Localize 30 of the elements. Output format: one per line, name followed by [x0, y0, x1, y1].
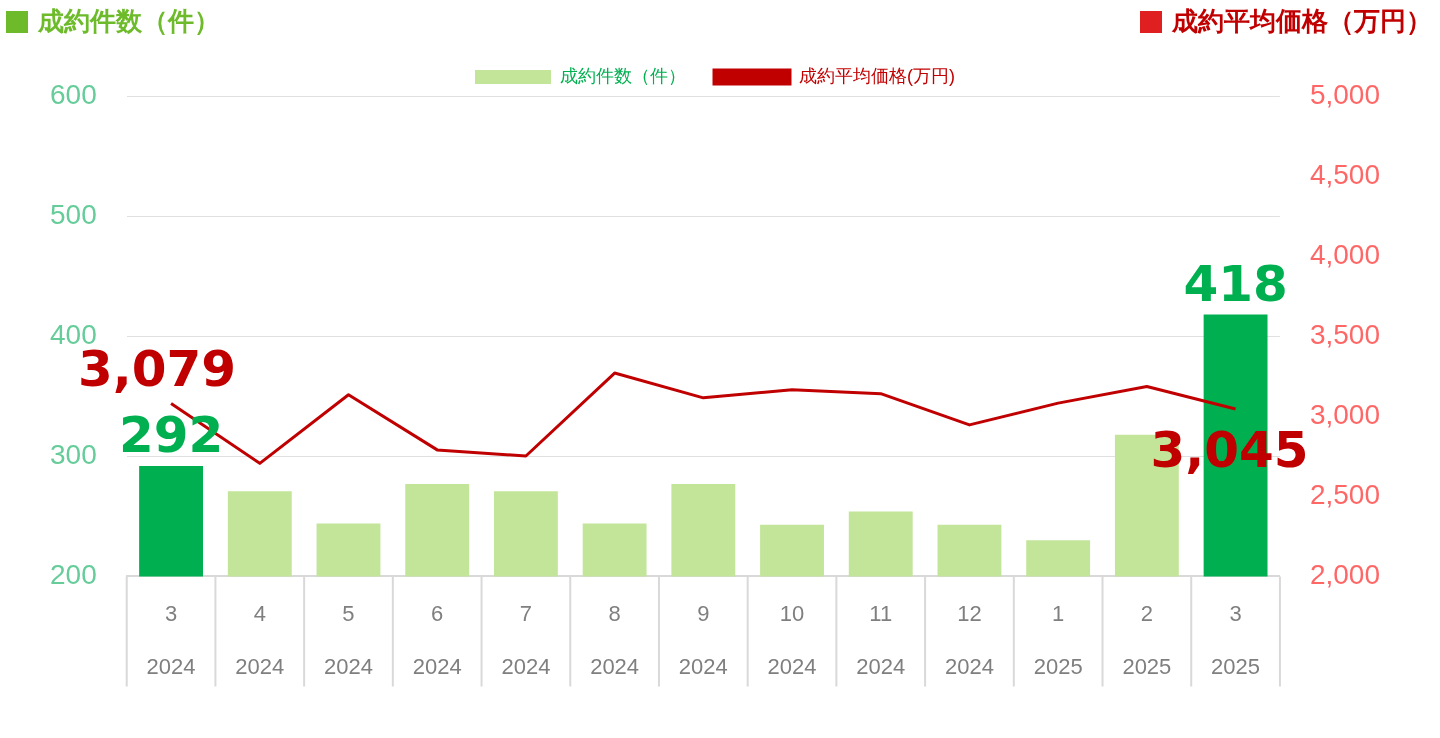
category-label: 1 2025 — [1033, 600, 1083, 679]
y2-axis-title: 成約平均価格（万円） — [1172, 5, 1432, 38]
y-tick-label: 600 — [50, 78, 97, 110]
category-label: 11 2024 — [856, 600, 906, 679]
y-tick-label: 200 — [50, 559, 97, 591]
y-tick-label: 500 — [50, 198, 97, 230]
y2-tick-label: 2,500 — [1309, 479, 1381, 511]
category-label: 6 2024 — [412, 600, 462, 679]
legend-label: 成約件数（件） — [560, 65, 687, 86]
category-label: 3 2024 — [146, 600, 196, 679]
y2-tick-label: 3,500 — [1309, 318, 1381, 350]
data-label: 418 — [1183, 254, 1288, 313]
category-label: 3 2025 — [1211, 600, 1261, 679]
category-label: 4 2024 — [235, 600, 285, 679]
data-label: 292 — [118, 405, 224, 464]
y2-tick-label: 4,000 — [1309, 238, 1381, 270]
category-label: 5 2024 — [324, 600, 373, 679]
y2-tick-label: 3,000 — [1309, 398, 1381, 430]
category-label: 12 2024 — [944, 600, 994, 679]
y-axis-title: 成約件数（件） — [38, 5, 220, 38]
legend-label: 成約平均価格(万円) — [799, 65, 956, 86]
y-tick-label: 300 — [50, 439, 97, 471]
category-label: 7 2024 — [501, 600, 551, 679]
category-label: 9 2024 — [678, 600, 728, 679]
category-label: 10 2024 — [767, 600, 817, 679]
category-label: 8 2024 — [590, 600, 640, 679]
y2-tick-label: 4,500 — [1309, 158, 1381, 190]
category-label: 2 2025 — [1122, 600, 1172, 679]
y2-tick-label: 2,000 — [1309, 559, 1381, 591]
y2-tick-label: 5,000 — [1309, 78, 1381, 110]
